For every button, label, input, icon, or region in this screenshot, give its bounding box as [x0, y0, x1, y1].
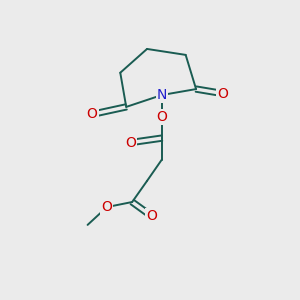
Text: O: O — [146, 209, 157, 223]
Text: O: O — [87, 107, 98, 121]
Text: O: O — [101, 200, 112, 214]
Text: O: O — [218, 86, 228, 100]
Text: N: N — [157, 88, 167, 102]
Text: O: O — [157, 110, 167, 124]
Text: O: O — [125, 136, 136, 150]
